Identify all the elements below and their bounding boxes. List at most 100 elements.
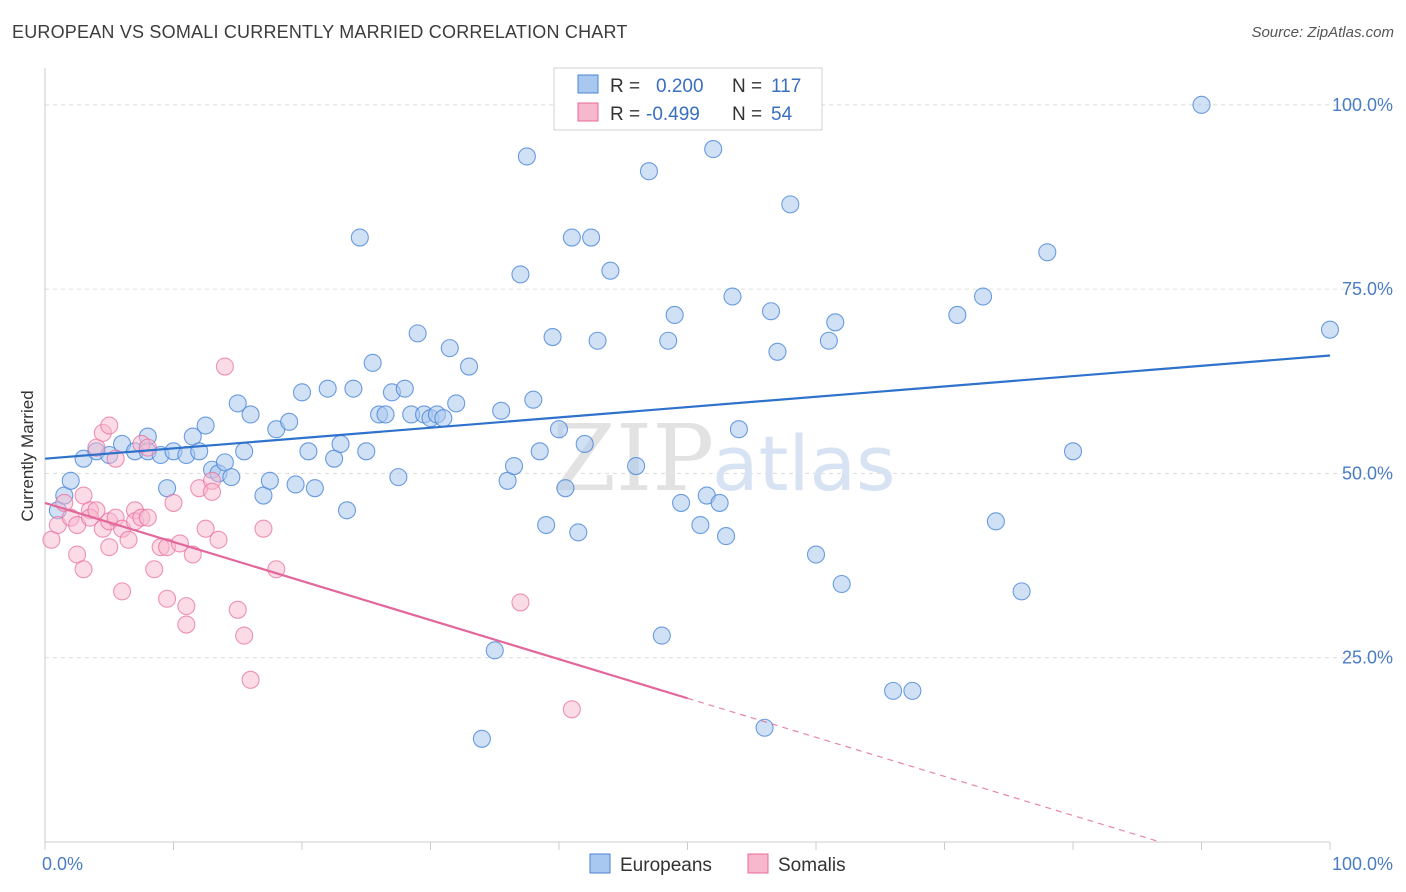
european-point-91 <box>806 545 826 564</box>
somali-point-28 <box>145 560 164 579</box>
european-point-23 <box>241 405 260 424</box>
european-point-103 <box>1192 95 1211 114</box>
european-point-35 <box>337 501 357 520</box>
european-point-21 <box>228 394 247 413</box>
european-point-61 <box>524 390 543 409</box>
axes <box>44 68 1331 850</box>
european-point-27 <box>280 412 299 431</box>
european-point-38 <box>357 442 376 461</box>
legend-r-value-europeans: 0.200 <box>656 76 704 97</box>
european-point-41 <box>376 405 395 424</box>
european-point-56 <box>492 401 511 420</box>
european-point-52 <box>447 394 466 413</box>
european-point-72 <box>601 261 620 280</box>
watermark-group: ZIP atlas <box>552 405 896 512</box>
y-tick-label-1: 50.0% <box>1342 463 1393 483</box>
somali-point-7 <box>74 560 93 579</box>
legend-r-label-europeans: R = <box>610 76 640 97</box>
legend-swatch-somalis <box>577 102 599 122</box>
european-point-66 <box>556 479 575 498</box>
correlation-legend: R = 0.200 N = 117 R = -0.499 N = 54 <box>553 67 823 131</box>
european-point-65 <box>549 420 569 439</box>
european-point-70 <box>582 228 601 247</box>
bottom-legend-label-europeans: Europeans <box>620 855 712 876</box>
somali-point-32 <box>164 493 183 512</box>
somali-point-44 <box>235 626 254 645</box>
somali-point-21 <box>119 530 138 549</box>
european-point-104 <box>1320 320 1340 339</box>
european-point-25 <box>260 471 279 490</box>
grid-lines <box>45 104 1370 659</box>
european-point-59 <box>511 265 530 284</box>
european-trend-line <box>44 354 1331 460</box>
european-point-58 <box>504 457 524 476</box>
european-point-74 <box>639 162 659 181</box>
european-point-67 <box>562 228 581 247</box>
bottom-legend-swatch-europeans <box>589 853 611 874</box>
somali-point-38 <box>196 519 215 538</box>
european-point-90 <box>781 195 800 214</box>
european-point-22 <box>235 442 254 461</box>
european-point-98 <box>973 287 993 306</box>
european-point-34 <box>331 434 350 453</box>
european-point-29 <box>292 383 312 402</box>
european-point-37 <box>350 228 369 247</box>
somali-point-41 <box>209 530 228 549</box>
somali-trend-extension <box>687 697 1161 843</box>
european-point-16 <box>196 416 215 435</box>
legend-box <box>553 67 823 131</box>
y-tick-label-3: 100.0% <box>1332 95 1393 115</box>
european-point-53 <box>459 357 479 376</box>
somali-point-49 <box>562 700 581 719</box>
european-point-68 <box>569 523 588 542</box>
somali-point-42 <box>215 357 234 376</box>
legend-swatch-europeans <box>577 74 599 94</box>
european-point-85 <box>723 287 742 306</box>
european-point-89 <box>768 342 787 361</box>
european-point-69 <box>575 434 594 453</box>
european-point-50 <box>434 409 453 428</box>
x-tick-label-0: 0.0% <box>42 854 83 874</box>
bottom-legend-label-somalis: Somalis <box>778 855 846 876</box>
european-point-54 <box>472 729 491 748</box>
somali-point-26 <box>138 438 157 457</box>
somali-point-43 <box>228 600 247 619</box>
somali-point-16 <box>100 538 119 557</box>
european-point-75 <box>652 626 671 645</box>
european-point-46 <box>408 324 427 343</box>
somali-point-46 <box>254 519 273 538</box>
legend-n-label-europeans: N = <box>732 76 762 97</box>
legend-n-value-somalis: 54 <box>771 104 793 125</box>
european-point-94 <box>832 574 851 594</box>
somali-point-27 <box>138 508 157 527</box>
legend-n-value-europeans: 117 <box>771 76 801 97</box>
european-point-83 <box>710 493 729 512</box>
european-point-76 <box>659 331 678 350</box>
somali-point-45 <box>241 670 260 689</box>
european-point-2 <box>61 471 80 490</box>
european-point-101 <box>1038 243 1057 262</box>
european-point-36 <box>344 379 363 398</box>
somali-point-48 <box>511 593 530 612</box>
european-point-102 <box>1063 442 1083 461</box>
european-point-95 <box>884 681 903 700</box>
european-point-62 <box>530 442 549 461</box>
european-point-32 <box>318 379 337 398</box>
european-point-20 <box>222 468 241 487</box>
legend-n-label-somalis: N = <box>732 104 762 125</box>
european-point-51 <box>440 339 459 358</box>
trend-lines <box>44 354 1331 843</box>
legend-r-value-somalis: -0.499 <box>646 104 700 125</box>
european-point-80 <box>691 515 710 535</box>
x-tick-label-1: 100.0% <box>1332 854 1393 874</box>
european-point-92 <box>819 331 838 350</box>
european-point-28 <box>286 475 305 494</box>
somali-point-40 <box>203 482 222 501</box>
somali-trend-line <box>44 501 688 700</box>
somali-point-35 <box>177 615 196 634</box>
y-tick-label-0: 25.0% <box>1342 648 1393 668</box>
european-point-43 <box>389 468 408 487</box>
bottom-legend-swatch-somalis <box>747 853 769 874</box>
